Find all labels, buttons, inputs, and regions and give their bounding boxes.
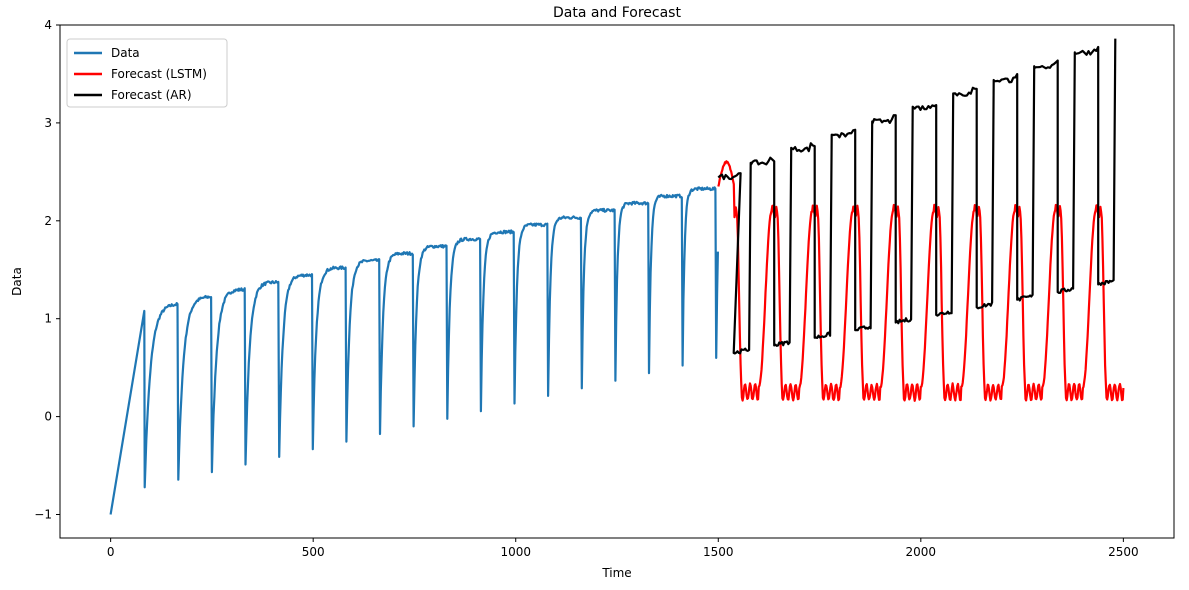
legend: Data Forecast (LSTM) Forecast (AR) [66,38,228,108]
x-tick-label: 2000 [906,545,937,559]
plot-frame [59,24,1175,539]
y-tick-label: 4 [44,18,52,32]
y-tick-label: −1 [34,508,52,522]
series-line-2 [717,38,1117,355]
x-tick-label: 0 [107,545,115,559]
x-axis-label: Time [601,566,631,580]
y-tick-label: 3 [44,116,52,130]
x-tick-label: 1500 [703,545,734,559]
y-axis-label: Data [10,267,24,296]
x-axis: 0 500 1000 1500 2000 2500 [107,538,1139,559]
y-tick-label: 0 [44,410,52,424]
legend-box [66,38,228,108]
legend-label: Data [111,46,140,60]
chart-title: Data and Forecast [553,5,681,21]
series-line-0 [109,186,719,515]
y-axis: −1 0 1 2 3 4 [34,18,60,522]
x-tick-label: 500 [302,545,325,559]
y-tick-label: 2 [44,214,52,228]
series-line-1 [717,160,1125,402]
x-tick-label: 1000 [500,545,531,559]
x-tick-label: 2500 [1108,545,1139,559]
legend-label: Forecast (AR) [111,88,192,102]
legend-label: Forecast (LSTM) [111,67,207,81]
y-tick-label: 1 [44,312,52,326]
series-layer [109,38,1125,515]
